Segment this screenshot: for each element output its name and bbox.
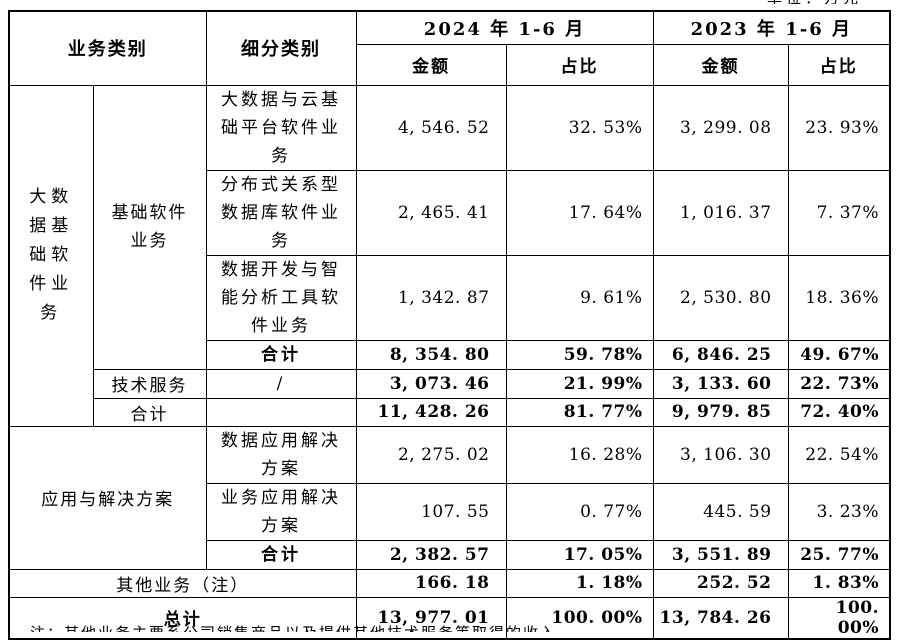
amount-2024-cell: 13, 977. 01 <box>355 596 507 639</box>
amount-2023-cell: 9, 979. 85 <box>652 397 789 427</box>
amount-2024-cell: 166. 18 <box>355 568 507 598</box>
table-row-other: 其他业务（注） 166. 18 1. 18% 252. 52 1. 83% <box>8 568 891 598</box>
amount-2023-cell: 3, 133. 60 <box>652 368 789 399</box>
group-total-label-cell: 合计 <box>92 397 207 427</box>
table-row: 应用与解决方案 数据应用解决方案 2, 275. 02 16. 28% 3, 1… <box>8 425 891 570</box>
amount-2024-cell: 4, 546. 52 <box>355 84 507 171</box>
ratio-2024-cell: 0. 77% <box>505 482 654 541</box>
amount-2024-cell: 11, 428. 26 <box>355 397 507 427</box>
clipped-footnote: 注：其他业务主要系公司销售商品以及提供其他技术服务等取得的收入。 <box>30 625 574 632</box>
segment-cell: 数据开发与智能分析工具软件业务 <box>205 254 357 341</box>
amount-2023-cell: 3, 299. 08 <box>652 84 789 171</box>
other-business-label-cell: 其他业务（注） <box>8 568 357 598</box>
amount-2023-cell: 2, 530. 80 <box>652 254 789 341</box>
segment-cell: / <box>205 368 357 399</box>
group-basic-software-cell: 基础软件业务 <box>92 84 207 370</box>
ratio-2024-header: 占比 <box>505 43 654 86</box>
ratio-2024-cell: 1. 18% <box>505 568 654 598</box>
amount-2023-cell: 252. 52 <box>652 568 789 598</box>
empty-segment-cell <box>205 397 357 427</box>
ratio-2023-cell: 3. 23% <box>787 482 891 541</box>
amount-2024-cell: 2, 382. 57 <box>355 539 507 570</box>
amount-2023-header: 金额 <box>652 43 789 86</box>
amount-2023-cell: 1, 016. 37 <box>652 169 789 256</box>
ratio-2024-cell: 21. 99% <box>505 368 654 399</box>
segment-cell: 大数据与云基础平台软件业务 <box>205 84 357 171</box>
ratio-2023-cell: 7. 37% <box>787 169 891 256</box>
period-2023-header: 2023 年 1-6 月 <box>652 10 891 45</box>
ratio-2024-cell: 59. 78% <box>505 339 654 370</box>
ratio-2024-cell: 17. 64% <box>505 169 654 256</box>
ratio-2024-cell: 100. 00% <box>505 596 654 639</box>
ratio-2024-cell: 16. 28% <box>505 425 654 484</box>
header-row-measures: 金额 占比 金额 占比 <box>9 43 891 86</box>
amount-2023-cell: 6, 846. 25 <box>652 339 789 370</box>
ratio-2023-cell: 49. 67% <box>787 339 891 370</box>
table-row-grand-total: 总计 13, 977. 01 100. 00% 13, 784. 26 100.… <box>8 596 891 639</box>
table-row-group-total: 合计 11, 428. 26 81. 77% 9, 979. 85 72. 40… <box>9 397 891 427</box>
ratio-2023-cell: 25. 77% <box>787 539 891 570</box>
table-row: 分布式关系型数据库软件业务 2, 465. 41 17. 64% 1, 016.… <box>9 169 891 256</box>
table-row-tech-service: 技术服务 / 3, 073. 46 21. 99% 3, 133. 60 22.… <box>9 368 891 399</box>
segment-category-header: 细分类别 <box>205 10 357 86</box>
revenue-breakdown-table: 业务类别 细分类别 2024 年 1-6 月 2023 年 1-6 月 金额 占… <box>8 10 892 640</box>
clipped-unit-note: 单位：万元 <box>767 0 862 4</box>
business-category-header: 业务类别 <box>8 10 207 86</box>
grand-total-label-cell: 总计 <box>8 596 357 639</box>
segment-cell: 分布式关系型数据库软件业务 <box>205 169 357 256</box>
table-row: 大数据基础软件业务 基础软件业务 大数据与云基础平台软件业务 4, 546. 5… <box>8 84 891 427</box>
ratio-2023-cell: 72. 40% <box>787 397 891 427</box>
table-row: 业务应用解决方案 107. 55 0. 77% 445. 59 3. 23% <box>9 482 891 541</box>
group-bigdata-cell: 大数据基础软件业务 <box>8 84 94 427</box>
ratio-2024-cell: 17. 05% <box>505 539 654 570</box>
group-solutions-cell: 应用与解决方案 <box>8 425 207 570</box>
group-bigdata-label: 大数据基础软件业务 <box>29 187 74 323</box>
amount-2024-cell: 8, 354. 80 <box>355 339 507 370</box>
ratio-2024-cell: 81. 77% <box>505 397 654 427</box>
ratio-2023-cell: 1. 83% <box>787 568 891 598</box>
segment-cell: 业务应用解决方案 <box>205 482 357 541</box>
ratio-2023-cell: 23. 93% <box>787 84 891 171</box>
header-row-periods: 业务类别 细分类别 2024 年 1-6 月 2023 年 1-6 月 <box>8 10 891 86</box>
subtotal-label-cell: 合计 <box>205 539 357 570</box>
amount-2024-cell: 3, 073. 46 <box>355 368 507 399</box>
table-row: 数据开发与智能分析工具软件业务 1, 342. 87 9. 61% 2, 530… <box>9 254 891 341</box>
ratio-2024-cell: 32. 53% <box>505 84 654 171</box>
segment-cell: 数据应用解决方案 <box>205 425 357 484</box>
ratio-2023-cell: 18. 36% <box>787 254 891 341</box>
subtotal-label-cell: 合计 <box>205 339 357 370</box>
ratio-2023-header: 占比 <box>787 43 891 86</box>
amount-2023-cell: 445. 59 <box>652 482 789 541</box>
amount-2024-cell: 107. 55 <box>355 482 507 541</box>
amount-2023-cell: 3, 551. 89 <box>652 539 789 570</box>
amount-2023-cell: 3, 106. 30 <box>652 425 789 484</box>
amount-2024-cell: 2, 275. 02 <box>355 425 507 484</box>
amount-2024-header: 金额 <box>355 43 507 86</box>
ratio-2023-cell: 100. 00% <box>787 596 891 639</box>
group-tech-service-cell: 技术服务 <box>92 368 207 399</box>
table-row-subtotal: 合计 2, 382. 57 17. 05% 3, 551. 89 25. 77% <box>9 539 891 570</box>
amount-2024-cell: 1, 342. 87 <box>355 254 507 341</box>
table-row-subtotal: 合计 8, 354. 80 59. 78% 6, 846. 25 49. 67% <box>9 339 891 370</box>
period-2024-header: 2024 年 1-6 月 <box>355 10 654 45</box>
amount-2024-cell: 2, 465. 41 <box>355 169 507 256</box>
ratio-2023-cell: 22. 54% <box>787 425 891 484</box>
group-basic-software-label: 基础软件业务 <box>111 203 188 251</box>
ratio-2023-cell: 22. 73% <box>787 368 891 399</box>
amount-2023-cell: 13, 784. 26 <box>652 596 789 639</box>
ratio-2024-cell: 9. 61% <box>505 254 654 341</box>
